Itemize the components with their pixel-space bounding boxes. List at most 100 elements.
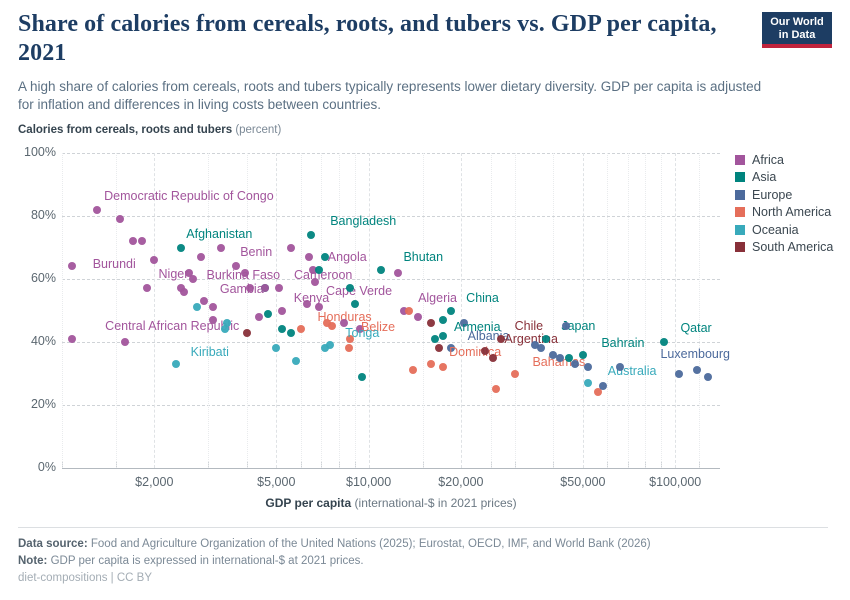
- data-point-tonga[interactable]: [326, 341, 335, 350]
- data-point[interactable]: [305, 252, 314, 261]
- data-point[interactable]: [439, 331, 448, 340]
- data-point[interactable]: [208, 303, 217, 312]
- data-point[interactable]: [242, 328, 251, 337]
- data-point[interactable]: [180, 287, 188, 296]
- data-point-angola[interactable]: [309, 265, 318, 274]
- data-point-belize[interactable]: [346, 334, 355, 343]
- data-point-afghanistan[interactable]: [177, 243, 186, 252]
- data-point[interactable]: [555, 353, 564, 362]
- data-point-cameroon[interactable]: [261, 284, 270, 293]
- legend-item-africa[interactable]: Africa: [735, 151, 833, 169]
- data-point[interactable]: [489, 353, 498, 362]
- data-point[interactable]: [531, 341, 540, 350]
- data-point[interactable]: [116, 215, 125, 224]
- data-point-gambia[interactable]: [199, 297, 208, 306]
- continent-legend[interactable]: Africa Asia Europe North America Oceania Sout…: [735, 151, 833, 256]
- data-point-bahrain[interactable]: [578, 350, 587, 359]
- data-point[interactable]: [598, 382, 607, 391]
- data-point[interactable]: [561, 322, 570, 331]
- data-point[interactable]: [216, 243, 225, 252]
- data-point[interactable]: [277, 325, 286, 334]
- data-point[interactable]: [315, 303, 324, 312]
- data-point[interactable]: [240, 268, 249, 277]
- data-point-china[interactable]: [446, 306, 455, 315]
- data-point[interactable]: [394, 268, 403, 277]
- data-point[interactable]: [404, 306, 413, 315]
- data-point[interactable]: [584, 363, 593, 372]
- data-point[interactable]: [460, 319, 469, 328]
- data-point[interactable]: [272, 344, 281, 353]
- data-point[interactable]: [311, 278, 320, 287]
- data-point-bahamas[interactable]: [510, 369, 519, 378]
- scatter-plot[interactable]: 0% 20% 40% 60% 80% 100% $2,000 $5,000 $10,000 $20…: [24, 145, 730, 489]
- data-point-kenya[interactable]: [277, 306, 286, 315]
- data-point[interactable]: [138, 237, 147, 246]
- data-point-cape-verde[interactable]: [303, 300, 312, 309]
- data-point[interactable]: [491, 385, 500, 394]
- data-point[interactable]: [208, 315, 217, 324]
- data-point[interactable]: [570, 360, 579, 369]
- data-point[interactable]: [356, 325, 365, 334]
- data-point-kiribati[interactable]: [171, 360, 180, 369]
- data-point[interactable]: [439, 315, 448, 324]
- data-point[interactable]: [549, 350, 558, 359]
- owid-logo[interactable]: Our World in Data: [762, 12, 832, 48]
- data-point-dominica[interactable]: [427, 360, 436, 369]
- license-line[interactable]: diet-compositions | CC BY: [18, 572, 153, 584]
- data-point[interactable]: [120, 338, 129, 346]
- data-point[interactable]: [564, 353, 573, 362]
- data-point[interactable]: [414, 312, 423, 321]
- data-point[interactable]: [287, 328, 296, 337]
- data-point[interactable]: [322, 319, 331, 328]
- data-point-niger[interactable]: [143, 284, 152, 293]
- data-point[interactable]: [292, 356, 301, 365]
- data-point[interactable]: [357, 372, 366, 381]
- data-point-luxembourg[interactable]: [693, 366, 702, 375]
- data-point[interactable]: [197, 252, 206, 261]
- data-point-benin[interactable]: [232, 262, 241, 271]
- data-point[interactable]: [189, 275, 198, 283]
- legend-item-europe[interactable]: Europe: [735, 186, 833, 204]
- data-point[interactable]: [220, 325, 229, 334]
- data-point-central-african-republic[interactable]: [68, 334, 77, 343]
- data-point-bangladesh[interactable]: [307, 230, 316, 239]
- data-point-qatar[interactable]: [660, 338, 669, 346]
- data-point[interactable]: [150, 256, 159, 265]
- data-point[interactable]: [245, 284, 254, 293]
- legend-item-asia[interactable]: Asia: [735, 169, 833, 187]
- data-point[interactable]: [320, 344, 329, 353]
- data-point[interactable]: [185, 268, 194, 277]
- data-point[interactable]: [339, 319, 348, 328]
- data-point-australia[interactable]: [584, 378, 593, 387]
- data-point[interactable]: [264, 309, 273, 318]
- data-point[interactable]: [409, 366, 418, 375]
- data-point-albania[interactable]: [446, 344, 455, 353]
- data-point[interactable]: [222, 319, 231, 328]
- data-point[interactable]: [328, 322, 337, 331]
- data-point-burundi[interactable]: [68, 262, 77, 271]
- data-point[interactable]: [704, 372, 713, 381]
- data-point-honduras[interactable]: [296, 325, 305, 334]
- data-point-democratic-republic-of-congo[interactable]: [92, 205, 101, 214]
- data-point[interactable]: [593, 388, 602, 397]
- legend-item-north-america[interactable]: North America: [735, 204, 833, 222]
- legend-item-south-america[interactable]: South America: [735, 239, 833, 257]
- data-point-bhutan[interactable]: [377, 265, 386, 274]
- data-point[interactable]: [346, 284, 355, 293]
- data-point-armenia[interactable]: [431, 334, 440, 343]
- data-point[interactable]: [128, 237, 137, 246]
- data-point-chile[interactable]: [496, 334, 505, 343]
- data-point[interactable]: [536, 344, 545, 353]
- data-point-argentina[interactable]: [481, 347, 490, 356]
- data-point[interactable]: [439, 363, 448, 372]
- data-point[interactable]: [344, 344, 353, 353]
- data-point-algeria[interactable]: [399, 306, 408, 315]
- data-point[interactable]: [315, 265, 324, 274]
- data-point[interactable]: [192, 303, 201, 312]
- data-point[interactable]: [255, 312, 264, 321]
- data-point[interactable]: [320, 252, 329, 261]
- legend-item-oceania[interactable]: Oceania: [735, 221, 833, 239]
- data-point-japan[interactable]: [542, 334, 551, 343]
- data-point[interactable]: [287, 243, 296, 252]
- data-point[interactable]: [427, 319, 436, 328]
